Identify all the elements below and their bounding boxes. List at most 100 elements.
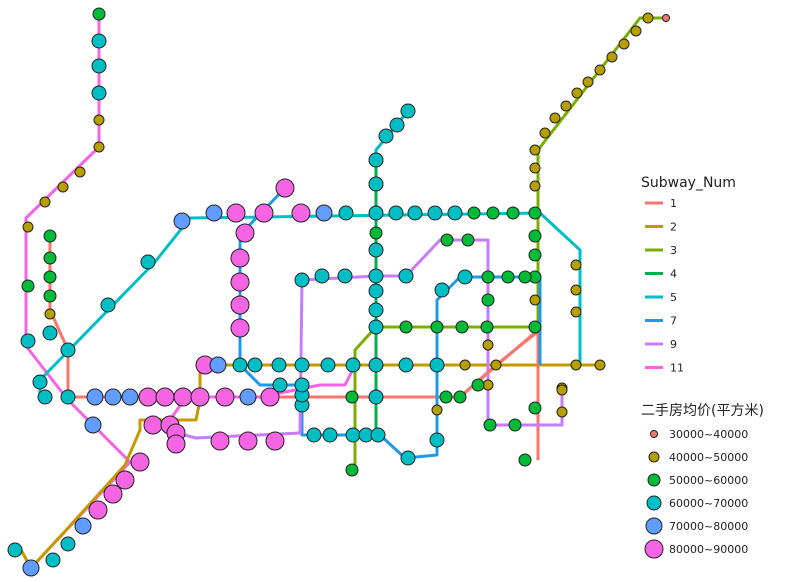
station-marker: [400, 103, 416, 119]
station-marker: [427, 205, 443, 221]
station-marker: [232, 357, 248, 373]
station-marker: [43, 270, 57, 284]
station-marker: [93, 114, 105, 126]
station-marker: [115, 470, 135, 490]
station-marker: [345, 427, 361, 443]
station-marker: [143, 415, 163, 435]
station-marker: [306, 427, 322, 443]
legend-line-label: 2: [670, 221, 677, 234]
station-marker: [60, 389, 76, 405]
station-marker: [618, 38, 630, 50]
station-marker: [368, 302, 384, 318]
station-marker: [254, 203, 274, 223]
station-marker: [345, 357, 361, 373]
station-marker: [294, 357, 310, 373]
station-marker: [434, 282, 450, 298]
station-marker: [400, 450, 416, 466]
station-marker: [528, 401, 542, 415]
station-marker: [190, 387, 210, 407]
station-marker: [86, 388, 104, 406]
legend-line-label: 9: [670, 338, 677, 351]
station-marker: [32, 374, 48, 390]
station-marker: [556, 384, 568, 396]
legend-price-bins: 二手房均价(平方米) 30000~40000 40000~50000 50000~6…: [641, 403, 764, 559]
station-marker: [368, 389, 384, 405]
station-marker: [529, 162, 541, 174]
station-marker: [338, 205, 354, 221]
station-marker: [378, 128, 394, 144]
station-marker: [370, 427, 386, 443]
station-marker: [506, 206, 520, 220]
station-marker: [275, 178, 295, 198]
station-marker: [481, 270, 495, 284]
station-marker: [398, 357, 414, 373]
station-marker: [230, 318, 250, 338]
station-marker: [173, 387, 193, 407]
station-marker: [272, 377, 288, 393]
legend-line-label: 3: [670, 244, 677, 257]
station-marker: [155, 387, 175, 407]
station-marker: [43, 289, 57, 303]
station-marker: [138, 387, 158, 407]
station-marker: [210, 431, 230, 451]
station-marker: [121, 388, 139, 406]
station-marker: [314, 268, 330, 284]
station-marker: [368, 268, 384, 284]
subway-line-9: [175, 238, 564, 440]
legend-price-label: 80000~90000: [669, 543, 748, 556]
legend-price-label: 30000~40000: [669, 428, 748, 441]
station-marker: [205, 204, 223, 222]
station-marker: [570, 306, 582, 318]
station-marker: [39, 196, 51, 208]
station-marker: [508, 418, 522, 432]
station-marker: [42, 325, 58, 341]
station-marker: [570, 259, 582, 271]
station-marker: [91, 33, 107, 49]
legend-line-label: 7: [670, 315, 677, 328]
station-marker: [429, 432, 445, 448]
station-marker: [57, 181, 69, 193]
station-marker: [529, 180, 541, 192]
station-marker: [22, 559, 40, 577]
station-marker: [368, 205, 384, 221]
station-marker: [482, 339, 494, 351]
station-marker: [483, 418, 497, 432]
station-marker: [238, 431, 258, 451]
station-marker: [431, 404, 443, 416]
station-marker: [271, 357, 287, 373]
station-marker: [582, 76, 594, 88]
station-marker: [104, 388, 122, 406]
station-marker: [518, 270, 532, 284]
station-marker: [20, 333, 36, 349]
legend-subway-title: Subway_Num: [641, 175, 736, 191]
station-marker: [247, 357, 263, 373]
legend-line-label: 1: [670, 197, 677, 210]
station-marker: [44, 308, 56, 320]
station-marker: [291, 203, 311, 223]
station-marker: [91, 58, 107, 74]
legend-price-label: 50000~60000: [669, 474, 748, 487]
stations: [7, 7, 670, 577]
station-marker: [265, 431, 285, 451]
station-marker: [260, 387, 280, 407]
station-marker: [22, 221, 34, 233]
station-marker: [368, 283, 384, 299]
legend-price-label: 40000~50000: [669, 451, 748, 464]
station-marker: [230, 295, 250, 315]
station-marker: [166, 434, 186, 454]
station-marker: [230, 272, 250, 292]
station-marker: [368, 242, 384, 258]
station-marker: [453, 390, 467, 404]
station-marker: [389, 117, 405, 133]
station-marker: [429, 357, 445, 373]
station-marker: [594, 64, 606, 76]
subway-line-7: [238, 186, 542, 460]
station-marker: [570, 284, 582, 296]
legend-price-swatch: [644, 539, 664, 559]
station-marker: [345, 390, 359, 404]
station-marker: [209, 356, 227, 374]
station-marker: [7, 542, 23, 558]
station-marker: [662, 14, 670, 22]
station-marker: [430, 320, 444, 334]
